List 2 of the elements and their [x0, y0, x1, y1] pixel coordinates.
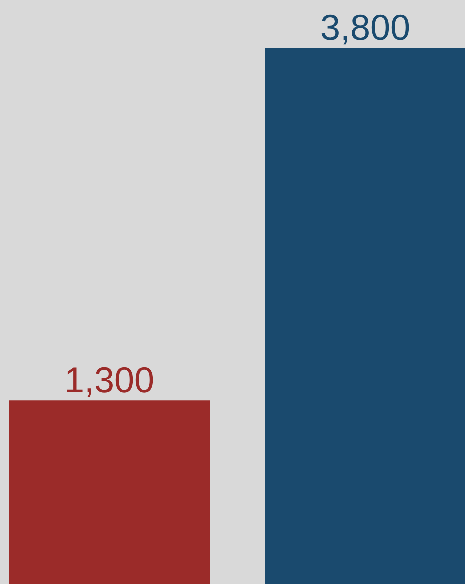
data-label: 1,300 [64, 360, 155, 401]
data-label: 3,800 [320, 7, 411, 48]
